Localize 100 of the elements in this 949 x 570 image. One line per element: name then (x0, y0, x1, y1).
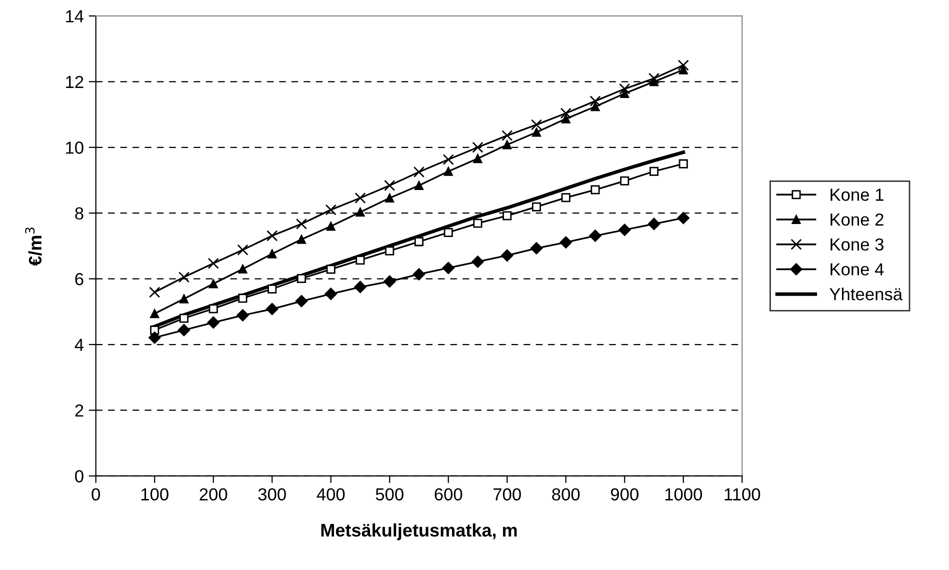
legend-label: Kone 4 (830, 263, 884, 276)
point (356, 208, 365, 217)
point (208, 304, 218, 314)
point (678, 65, 688, 74)
x-tick-label: 700 (494, 488, 521, 501)
legend-label: Kone 2 (830, 213, 884, 226)
point (618, 224, 631, 236)
point (237, 244, 248, 256)
point (413, 166, 425, 178)
point (678, 159, 688, 168)
point (354, 280, 366, 294)
x-tick-label: 100 (141, 488, 168, 501)
point (414, 180, 424, 190)
point (385, 246, 394, 256)
point (561, 193, 570, 202)
point (295, 295, 308, 308)
point (532, 128, 541, 137)
point (354, 192, 366, 204)
x-tick-label: 200 (200, 488, 228, 501)
y-tick-label: 2 (75, 404, 84, 417)
x-tick-label: 1000 (665, 488, 702, 501)
x-tick-label: 0 (92, 488, 100, 501)
point (384, 180, 396, 192)
point (473, 154, 482, 164)
point (238, 294, 248, 303)
point (268, 249, 277, 258)
point (296, 234, 306, 244)
point (530, 119, 542, 130)
point (678, 60, 689, 71)
point (150, 309, 160, 318)
x-tick-label: 800 (552, 488, 580, 501)
point (589, 230, 602, 242)
x-tick-label: 600 (434, 488, 462, 501)
point (444, 166, 453, 176)
legend-label: Kone 1 (830, 188, 884, 201)
point (590, 102, 600, 112)
point (296, 218, 308, 230)
point (442, 154, 454, 166)
point (179, 294, 188, 304)
y-tick-label: 0 (75, 470, 84, 482)
y-tick-label: 12 (66, 76, 84, 88)
point (414, 237, 424, 246)
point (648, 72, 660, 84)
x-tick-label: 400 (316, 488, 345, 501)
point (178, 272, 190, 283)
point (619, 83, 630, 94)
point (677, 212, 690, 224)
x-tick-label: 1100 (724, 488, 760, 501)
point (324, 288, 337, 300)
y-tick-label: 10 (66, 142, 84, 154)
point (326, 222, 336, 231)
point (326, 264, 336, 274)
point (148, 332, 161, 344)
point (502, 140, 512, 150)
point (532, 202, 541, 212)
point (442, 262, 454, 274)
point (356, 256, 365, 265)
point (501, 249, 514, 262)
point (590, 185, 600, 194)
point (473, 218, 482, 228)
x-tick-label: 500 (376, 488, 404, 501)
point (384, 275, 396, 288)
point (560, 108, 572, 119)
point (530, 242, 543, 254)
point (560, 236, 572, 248)
y-tick-label: 8 (75, 207, 84, 220)
point (268, 284, 277, 294)
x-tick-label: 900 (610, 488, 638, 501)
point (385, 193, 394, 202)
point (266, 302, 278, 316)
point (208, 279, 218, 288)
point (149, 286, 160, 298)
point (561, 114, 570, 124)
x-axis-title: Metsäkuljetusmatka, m (321, 523, 517, 540)
y-tick-label: 6 (75, 272, 84, 286)
point (649, 166, 659, 176)
y-axis-title: €/m$^{3}$ (25, 228, 42, 266)
point (412, 268, 426, 280)
point (266, 230, 278, 242)
point (648, 218, 660, 230)
point (179, 314, 188, 323)
y-tick-label: 14 (66, 10, 84, 22)
point (620, 176, 630, 186)
point (502, 130, 513, 142)
legend-label: Yhteensä (830, 288, 903, 300)
point (472, 142, 484, 153)
y-tick-label: 4 (74, 338, 84, 351)
point (620, 88, 630, 98)
point (236, 309, 249, 322)
point (208, 258, 219, 269)
point (296, 274, 306, 283)
point (472, 256, 484, 268)
point (502, 211, 512, 220)
point (444, 228, 453, 237)
x-tick-label: 300 (258, 488, 286, 501)
legend-label: Kone 3 (830, 238, 884, 251)
point (590, 96, 601, 107)
point (207, 316, 220, 329)
point (325, 204, 336, 216)
point (238, 264, 248, 274)
